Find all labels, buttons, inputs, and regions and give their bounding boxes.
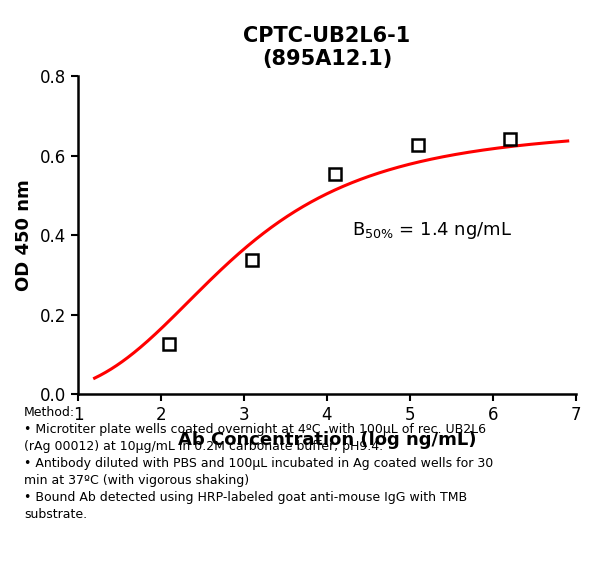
Text: Method:
• Microtiter plate wells coated overnight at 4ºC  with 100μL of rec. UB2: Method: • Microtiter plate wells coated … xyxy=(24,406,493,521)
Text: $\mathrm{B_{50\%}}$ = 1.4 ng/mL: $\mathrm{B_{50\%}}$ = 1.4 ng/mL xyxy=(352,220,512,241)
Y-axis label: OD 450 nm: OD 450 nm xyxy=(15,179,33,291)
Title: CPTC-UB2L6-1
(895A12.1): CPTC-UB2L6-1 (895A12.1) xyxy=(244,26,410,69)
X-axis label: Ab Concentration (log ng/mL): Ab Concentration (log ng/mL) xyxy=(178,430,476,449)
